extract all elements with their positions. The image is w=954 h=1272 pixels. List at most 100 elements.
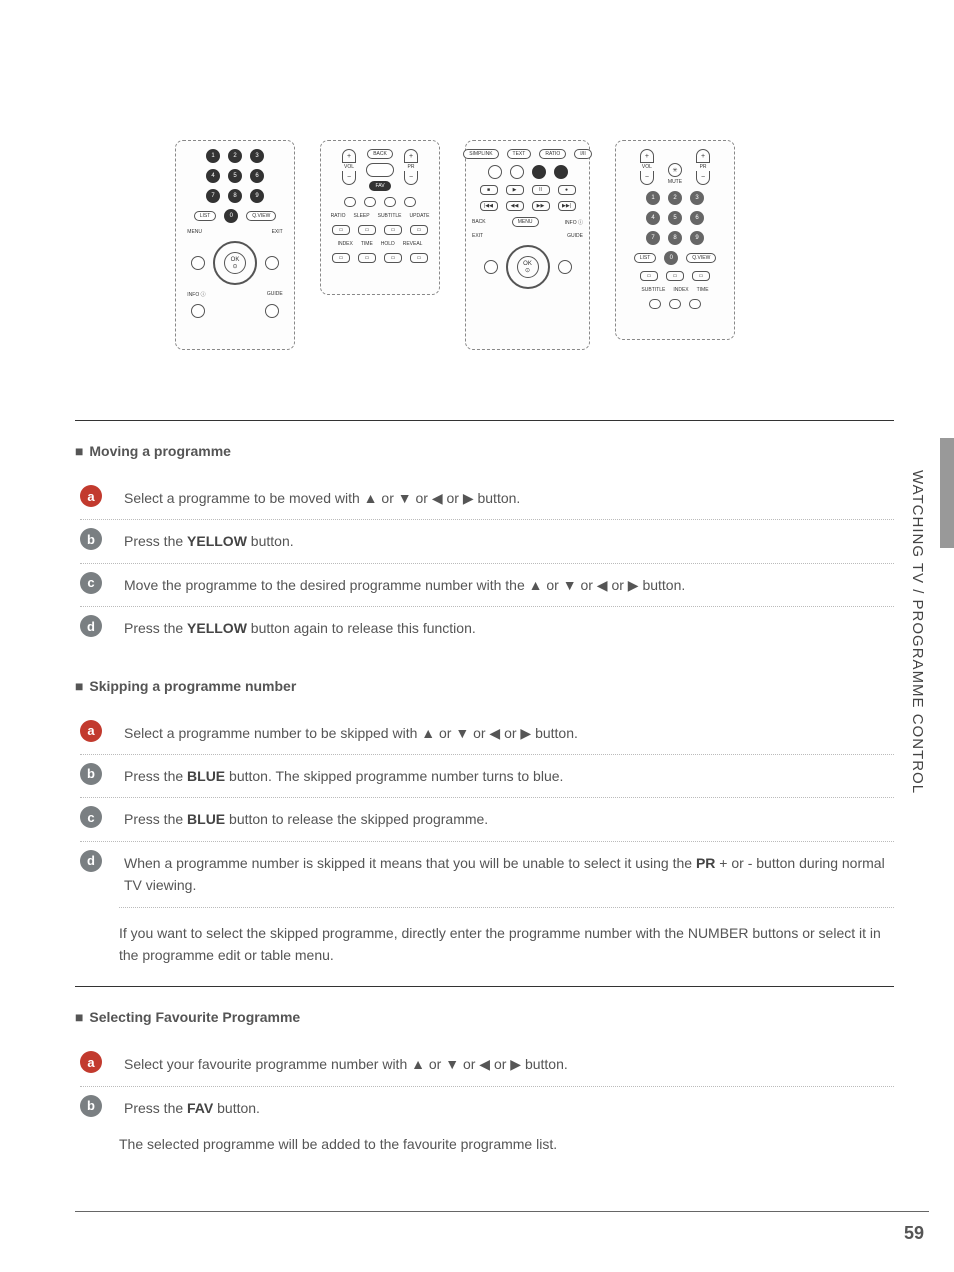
num-btn: 3 [690,191,704,205]
label: TIME [361,241,373,247]
ratio-btn: RATIO [539,149,566,159]
pause-btn: II [532,185,550,195]
step-badge-d: d [80,850,102,872]
info-label: INFO ⓘ [187,291,205,298]
num-btn: 1 [646,191,660,205]
mute-btn: ✳ [668,163,682,177]
step-text: Move the programme to the desired progra… [124,574,894,596]
num-btn: 4 [206,169,220,183]
txt-btn: ▭ [692,271,710,281]
guide-label: GUIDE [267,291,283,298]
ok-dot-icon: ⊙ [525,267,530,274]
sidebar-tab [940,438,954,548]
back-btn: BACK [367,149,393,159]
txt-btn: ▭ [410,253,428,263]
step-text: Press the BLUE button to release the ski… [124,808,894,830]
remote-4: +VOL− ✳MUTE +PR− 123 456 789 LIST0Q.VIEW… [615,140,735,340]
remote-1: 123 456 789 LIST0Q.VIEW MENUEXIT OK⊙ INF… [175,140,295,350]
footer-rule [75,1211,929,1212]
label: UPDATE [410,213,430,219]
color-btn [510,165,524,179]
qview-btn: Q.VIEW [246,211,276,221]
mute-btn [366,163,394,177]
step-extra-text: The selected programme will be added to … [119,1129,894,1169]
info-btn [191,304,205,318]
steps-moving: a Select a programme to be moved with ▲ … [80,477,894,650]
txt-btn: ▭ [410,225,428,235]
ff-btn: ▶▶ [532,201,550,211]
num-btn: 8 [228,189,242,203]
color-btn [364,197,376,207]
txt-btn: ▭ [384,253,402,263]
exit-btn [484,260,498,274]
num-btn: 6 [250,169,264,183]
exit-label: EXIT [472,233,483,239]
sidebar-chapter-title: WATCHING TV / PROGRAMME CONTROL [909,470,926,794]
num-btn: 6 [690,211,704,225]
ok-dpad: OK⊙ [506,245,550,289]
pr-label: PR [408,164,415,170]
pr-rocker: +PR− [696,149,710,185]
label: INDEX [673,287,688,293]
color-btn [384,197,396,207]
back-label: BACK [472,219,486,225]
step-text: Select a programme to be moved with ▲ or… [124,487,894,509]
step-badge-a: a [80,485,102,507]
steps-favourite: a Select your favourite programme number… [80,1043,894,1129]
color-btn [344,197,356,207]
list-btn: LIST [194,211,217,221]
step-text: Press the YELLOW button. [124,530,894,552]
ok-dot-icon: ⊙ [232,263,237,270]
menu-label: MENU [187,229,202,235]
txt-btn: ▭ [332,225,350,235]
color-btn [488,165,502,179]
text-btn: TEXT [507,149,532,159]
step-badge-c: c [80,806,102,828]
vol-rocker: +VOL− [342,149,356,185]
remote-2: +VOL− BACK FAV +PR− RATIOSLEEPSUBTITLEUP… [320,140,440,295]
pr-label: PR [700,164,707,170]
label: INDEX [338,241,353,247]
section-title-moving: Moving a programme [75,443,894,459]
guide-btn [265,304,279,318]
ok-dpad: OK⊙ [213,241,257,285]
exit-btn [265,256,279,270]
stop-btn: ■ [480,185,498,195]
remotes-illustration: 123 456 789 LIST0Q.VIEW MENUEXIT OK⊙ INF… [175,140,894,350]
num-btn: 8 [668,231,682,245]
play-btn: ▶ [506,185,524,195]
txt-btn: ▭ [358,225,376,235]
skip-fwd-btn: ▶▶| [558,201,576,211]
steps-skipping: a Select a programme number to be skippe… [80,712,894,907]
txt-btn: ▭ [332,253,350,263]
color-btn [404,197,416,207]
num-btn: 2 [228,149,242,163]
num-btn: 9 [250,189,264,203]
label: SUBTITLE [641,287,665,293]
step-text: When a programme number is skipped it me… [124,852,894,897]
label: RATIO [331,213,346,219]
txt-btn: ▭ [358,253,376,263]
color-btn [554,165,568,179]
step-badge-b: b [80,1095,102,1117]
step-badge-c: c [80,572,102,594]
section-title-skipping: Skipping a programme number [75,678,894,694]
simplink-btn: SIMPLINK [463,149,498,159]
step-text: Select a programme number to be skipped … [124,722,894,744]
txt-btn: ▭ [384,225,402,235]
num-btn: 4 [646,211,660,225]
exit-label: EXIT [272,229,283,235]
menu-btn [191,256,205,270]
num-btn: 7 [646,231,660,245]
num-btn: 1 [206,149,220,163]
num-btn: 5 [228,169,242,183]
guide-btn [558,260,572,274]
txt-btn [649,299,661,309]
pr-rocker: +PR− [404,149,418,185]
menu-btn: MENU [512,217,539,227]
page-number: 59 [904,1223,924,1244]
rew-btn: ◀◀ [506,201,524,211]
txt-btn: ▭ [666,271,684,281]
step-text: Select your favourite programme number w… [124,1053,894,1075]
skip-back-btn: |◀◀ [480,201,498,211]
